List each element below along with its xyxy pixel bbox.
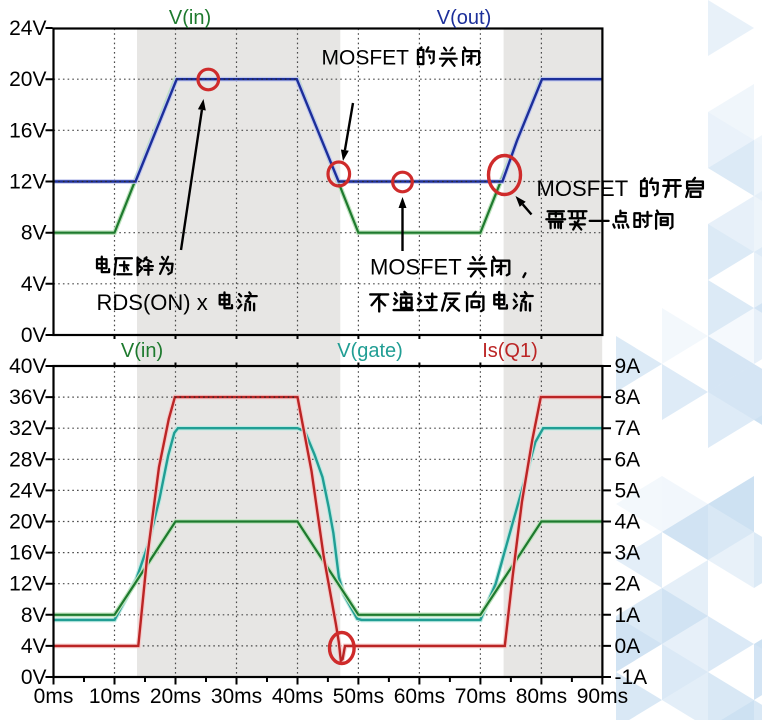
svg-text:30ms: 30ms (211, 685, 262, 708)
svg-text:3A: 3A (615, 542, 641, 565)
svg-text:V(in): V(in) (121, 340, 163, 362)
svg-text:V(in): V(in) (169, 7, 211, 29)
svg-text:20V: 20V (9, 511, 46, 534)
svg-text:8V: 8V (21, 604, 47, 627)
svg-text:60ms: 60ms (394, 685, 445, 708)
svg-text:28V: 28V (9, 448, 46, 471)
svg-text:Is(Q1): Is(Q1) (482, 340, 538, 362)
svg-text:0V: 0V (21, 324, 47, 347)
svg-text:32V: 32V (9, 417, 46, 440)
svg-text:20ms: 20ms (150, 685, 201, 708)
svg-text:MOSFET: MOSFET (537, 176, 629, 201)
svg-text:10ms: 10ms (89, 685, 140, 708)
svg-text:V(out): V(out) (437, 7, 491, 29)
svg-text:20V: 20V (9, 68, 46, 91)
svg-text:16V: 16V (9, 119, 46, 142)
svg-text:4V: 4V (21, 273, 47, 296)
svg-text:40ms: 40ms (272, 685, 323, 708)
svg-text:V(gate): V(gate) (337, 340, 403, 362)
svg-text:24V: 24V (9, 479, 46, 502)
svg-text:1A: 1A (615, 604, 641, 627)
svg-text:70ms: 70ms (455, 685, 506, 708)
svg-text:12V: 12V (9, 573, 46, 596)
svg-text:7A: 7A (615, 417, 641, 440)
svg-text:12V: 12V (9, 171, 46, 194)
svg-text:36V: 36V (9, 386, 46, 409)
svg-text:RDS(ON) x: RDS(ON) x (97, 290, 208, 315)
svg-text:0A: 0A (615, 635, 641, 658)
svg-text:5A: 5A (615, 479, 641, 502)
svg-text:80ms: 80ms (516, 685, 567, 708)
svg-text:MOSFET: MOSFET (370, 255, 462, 280)
svg-text:0V: 0V (21, 666, 47, 689)
svg-text:9A: 9A (615, 355, 641, 378)
svg-text:16V: 16V (9, 542, 46, 565)
svg-text:50ms: 50ms (333, 685, 384, 708)
svg-text:4A: 4A (615, 511, 641, 534)
svg-text:-1A: -1A (615, 666, 648, 689)
svg-text:0ms: 0ms (34, 685, 74, 708)
svg-text:2A: 2A (615, 573, 641, 596)
svg-text:4V: 4V (21, 635, 47, 658)
svg-text:40V: 40V (9, 355, 46, 378)
svg-text:24V: 24V (9, 17, 46, 40)
svg-text:90ms: 90ms (577, 685, 628, 708)
svg-text:6A: 6A (615, 448, 641, 471)
svg-text:MOSFET: MOSFET (322, 47, 410, 70)
svg-text:8V: 8V (21, 222, 47, 245)
svg-text:8A: 8A (615, 386, 641, 409)
